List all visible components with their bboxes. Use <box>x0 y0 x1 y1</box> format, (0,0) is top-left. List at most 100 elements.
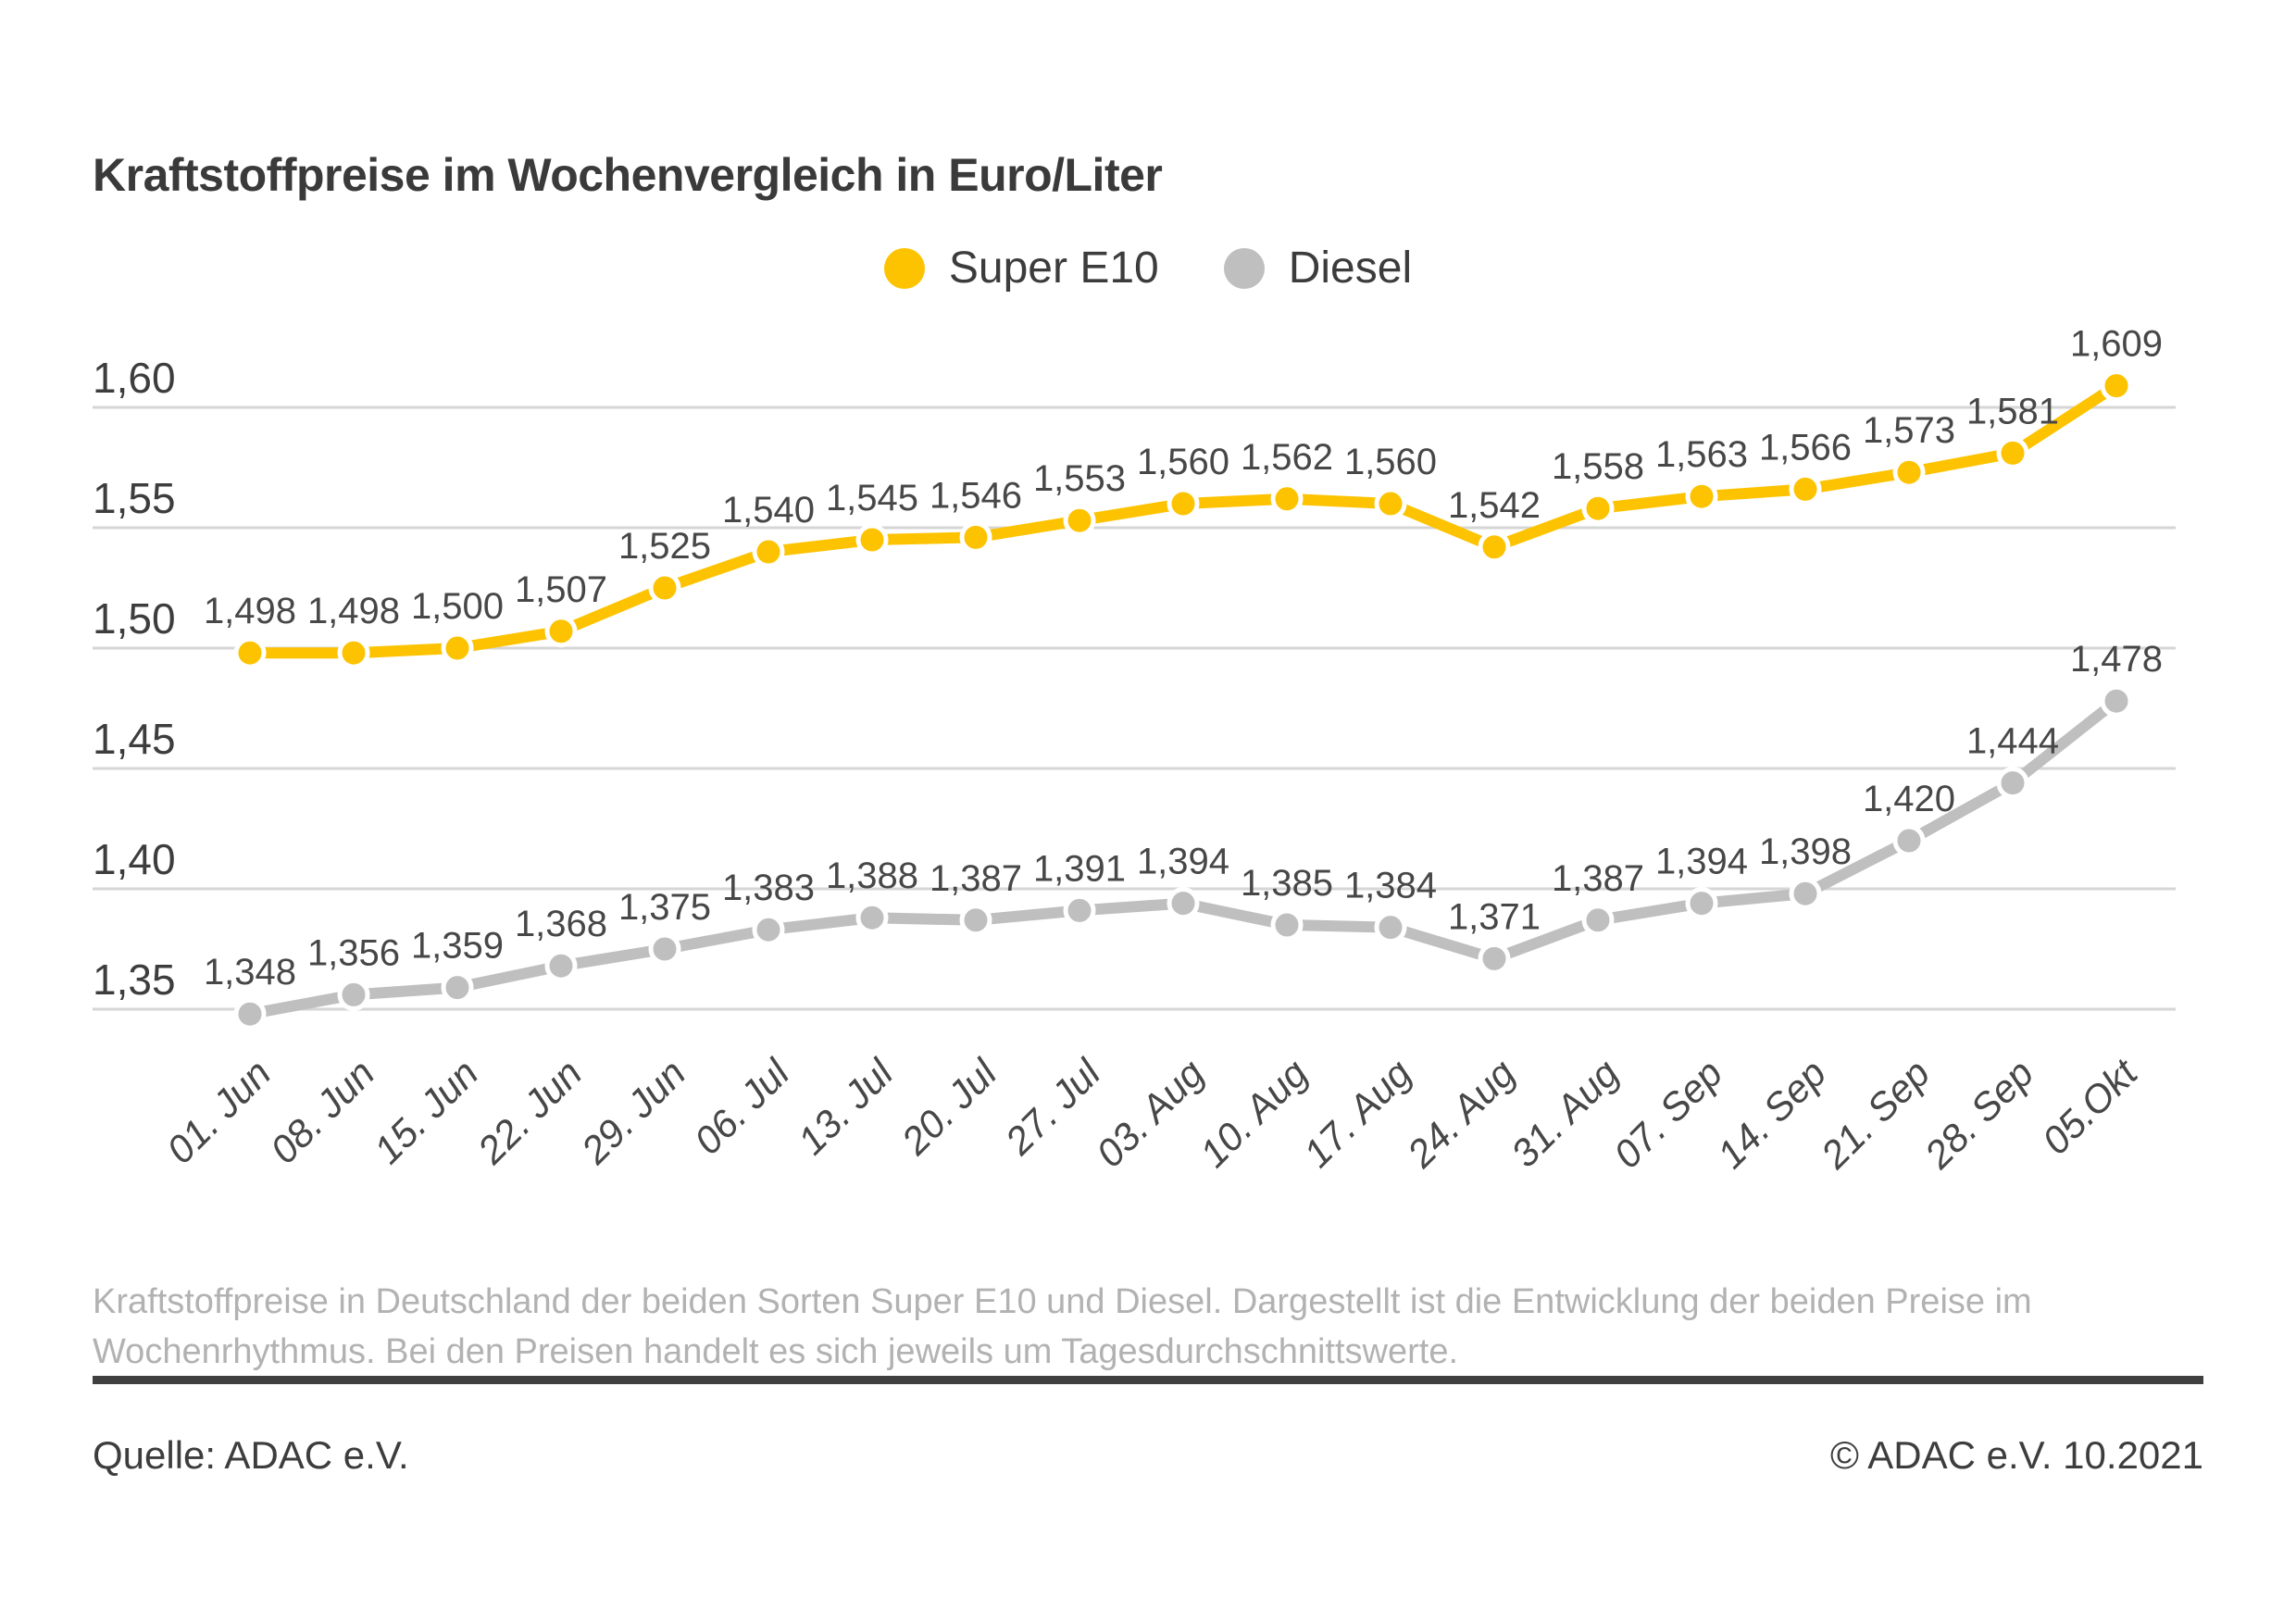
source-text: Quelle: ADAC e.V. <box>93 1433 409 1477</box>
x-tick-label: 21. Sep <box>1812 1051 1938 1177</box>
data-point-label: 1,545 <box>826 478 918 518</box>
data-point-label: 1,387 <box>930 858 1022 899</box>
data-point <box>1581 904 1615 937</box>
data-point-label: 1,444 <box>1966 721 2059 762</box>
data-point-label: 1,391 <box>1033 848 1126 889</box>
data-point <box>233 636 267 669</box>
data-point-label: 1,563 <box>1655 434 1748 475</box>
footer-divider <box>93 1376 2203 1384</box>
data-point-label: 1,375 <box>618 887 711 928</box>
data-point-label: 1,525 <box>618 526 711 567</box>
data-point <box>1374 911 1407 944</box>
data-point <box>441 971 474 1005</box>
data-point <box>1167 887 1200 920</box>
data-point <box>1374 487 1407 520</box>
data-point <box>1789 472 1822 506</box>
data-point <box>1063 504 1096 537</box>
x-tick-label: 17. Aug <box>1295 1051 1420 1176</box>
x-tick-label: 31. Aug <box>1503 1051 1628 1176</box>
data-point-label: 1,383 <box>722 868 815 908</box>
data-point <box>544 615 578 648</box>
data-point <box>1996 436 2029 469</box>
data-point-label: 1,573 <box>1863 410 1955 451</box>
data-point-label: 1,384 <box>1344 866 1437 906</box>
data-point <box>959 904 992 937</box>
data-point <box>1063 893 1096 927</box>
data-point-label: 1,498 <box>307 591 400 631</box>
data-point-label: 1,560 <box>1137 442 1229 482</box>
data-point <box>441 631 474 665</box>
data-point-label: 1,498 <box>204 591 296 631</box>
data-point <box>1892 456 1926 489</box>
data-point <box>648 932 681 966</box>
legend-label-super-e10: Super E10 <box>948 244 1159 293</box>
data-point <box>1685 887 1718 920</box>
legend-label-diesel: Diesel <box>1288 244 1413 293</box>
data-point-label: 1,553 <box>1033 458 1126 499</box>
data-point <box>2100 369 2133 403</box>
data-point <box>1685 480 1718 513</box>
data-point-label: 1,368 <box>515 904 607 944</box>
data-point <box>1996 767 2029 800</box>
x-tick-label: 10. Aug <box>1192 1051 1316 1176</box>
data-point-label: 1,609 <box>2070 324 2163 365</box>
x-tick-label: 15. Jun <box>366 1051 487 1172</box>
data-point <box>2100 684 2133 718</box>
data-point <box>1892 824 1926 857</box>
legend-item-diesel: Diesel <box>1223 243 1413 293</box>
data-point <box>752 913 785 946</box>
data-point <box>648 571 681 605</box>
x-tick-label: 22. Jun <box>468 1051 590 1172</box>
source-row: Quelle: ADAC e.V. © ADAC e.V. 10.2021 <box>93 1433 2203 1478</box>
data-point <box>1167 487 1200 520</box>
y-tick-label: 1,35 <box>93 955 176 1004</box>
x-tick-label: 13. Jul <box>790 1050 903 1163</box>
data-point-label: 1,507 <box>515 569 607 610</box>
data-point-label: 1,420 <box>1863 779 1955 819</box>
data-point <box>752 535 785 568</box>
x-tick-label: 06. Jul <box>686 1050 799 1163</box>
y-tick-label: 1,50 <box>93 594 176 643</box>
x-tick-label: 01. Jun <box>158 1051 280 1172</box>
x-tick-label: 03. Aug <box>1088 1051 1213 1176</box>
legend-item-super-e10: Super E10 <box>883 243 1159 293</box>
data-point <box>544 949 578 982</box>
y-tick-label: 1,60 <box>93 354 176 402</box>
footnote-line-1: Kraftstoffpreise in Deutschland der beid… <box>93 1282 2032 1321</box>
data-point-label: 1,394 <box>1137 842 1229 882</box>
data-point-label: 1,398 <box>1759 831 1852 872</box>
y-tick-label: 1,40 <box>93 835 176 883</box>
data-point <box>1270 482 1304 516</box>
legend-dot-diesel-icon <box>1223 247 1265 289</box>
data-point <box>1270 908 1304 942</box>
data-point-label: 1,385 <box>1241 863 1333 904</box>
copyright-text: © ADAC e.V. 10.2021 <box>1830 1433 2203 1477</box>
data-point-label: 1,581 <box>1966 391 2059 431</box>
x-tick-label: 08. Jun <box>262 1051 383 1172</box>
data-point <box>855 901 889 934</box>
data-point-label: 1,558 <box>1552 446 1644 487</box>
footnote-line-2: Wochenrhythmus. Bei den Preisen handelt … <box>93 1331 1459 1371</box>
legend-dot-super-e10-icon <box>883 247 925 289</box>
data-point <box>1581 492 1615 525</box>
data-point-label: 1,540 <box>722 490 815 531</box>
chart-footnote: Kraftstoffpreise in Deutschland der beid… <box>93 1278 2032 1378</box>
data-point <box>1478 942 1511 975</box>
data-point-label: 1,388 <box>826 855 918 896</box>
data-point-label: 1,348 <box>204 952 296 993</box>
data-point-label: 1,500 <box>411 586 504 627</box>
x-tick-label: 05.Okt <box>2034 1049 2147 1162</box>
data-point-label: 1,566 <box>1759 427 1852 468</box>
x-tick-label: 07. Sep <box>1605 1051 1731 1177</box>
data-point-label: 1,394 <box>1655 842 1748 882</box>
x-tick-label: 20. Jul <box>892 1050 1006 1164</box>
legend: Super E10 Diesel <box>0 243 2296 293</box>
data-point <box>1478 531 1511 564</box>
x-tick-label: 29. Jun <box>572 1051 693 1172</box>
chart-title: Kraftstoffpreise im Wochenvergleich in E… <box>93 148 1163 201</box>
y-tick-label: 1,45 <box>93 715 176 763</box>
data-point <box>337 636 370 669</box>
data-point-label: 1,356 <box>307 932 400 973</box>
data-point <box>337 978 370 1011</box>
